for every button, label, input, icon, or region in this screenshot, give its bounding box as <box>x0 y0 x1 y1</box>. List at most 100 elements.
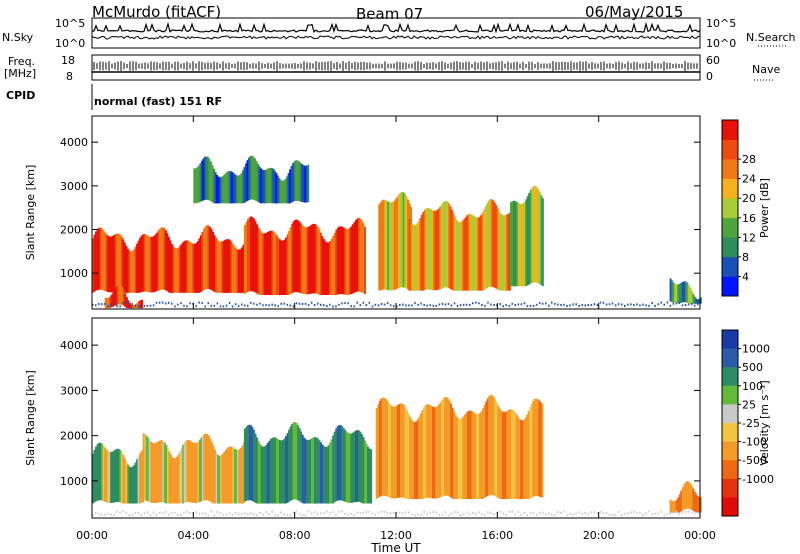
ground-scatter-dot <box>408 511 410 514</box>
data-cell <box>330 439 333 504</box>
data-cell <box>250 216 252 292</box>
ground-scatter-dot <box>237 513 240 516</box>
ground-scatter-dot <box>690 303 693 306</box>
data-cell <box>321 236 324 295</box>
data-cell <box>122 454 125 504</box>
ground-scatter-dot <box>693 512 696 515</box>
ground-scatter-dot <box>681 304 684 307</box>
data-cell <box>299 162 302 202</box>
ground-scatter-dot <box>119 511 121 514</box>
data-cell <box>186 240 189 293</box>
data-cell <box>448 203 451 289</box>
data-cell <box>480 215 482 291</box>
ground-scatter-dot <box>663 303 665 306</box>
data-cell <box>683 281 686 303</box>
data-cell <box>522 203 525 287</box>
ground-scatter-dot <box>152 511 155 514</box>
data-cell <box>422 407 425 499</box>
ground-scatter-dot <box>301 303 304 305</box>
data-cell <box>102 445 105 502</box>
data-cell <box>233 245 236 293</box>
ground-scatter-dot <box>523 302 526 305</box>
data-cell <box>339 226 342 294</box>
data-cell <box>266 169 269 204</box>
ground-scatter-dot <box>596 512 599 515</box>
data-cell <box>130 467 132 504</box>
data-cell <box>244 225 246 294</box>
ground-scatter-dot <box>113 513 115 516</box>
ground-scatter-dot <box>462 513 465 516</box>
freq-strip-frame <box>91 54 701 81</box>
ground-scatter-dot <box>648 510 650 513</box>
ground-scatter-dot <box>414 514 416 517</box>
data-cell <box>382 199 385 290</box>
data-cell <box>116 448 119 502</box>
data-cell <box>228 239 231 293</box>
data-cell <box>223 452 226 504</box>
ground-scatter-dot <box>317 302 319 305</box>
data-cell <box>367 446 369 504</box>
data-cell <box>172 246 175 293</box>
ground-scatter-dot <box>158 511 161 514</box>
data-cell <box>509 212 511 291</box>
ground-scatter-dot <box>165 302 167 305</box>
data-cell <box>415 421 418 499</box>
ground-scatter-dot <box>292 511 295 514</box>
data-cell <box>690 290 693 304</box>
data-cell <box>678 494 681 513</box>
data-cell <box>336 426 339 501</box>
data-cell <box>132 305 134 309</box>
data-cell <box>155 232 158 292</box>
colorbar-swatch <box>722 330 738 349</box>
ground-scatter-dot <box>697 512 699 514</box>
data-cell <box>150 441 153 503</box>
ground-scatter-dot <box>289 304 292 307</box>
data-cell <box>440 204 443 289</box>
ground-scatter-dot <box>578 305 580 307</box>
ground-scatter-dot <box>298 302 301 305</box>
ground-scatter-dot <box>393 512 395 515</box>
ground-scatter-dot <box>465 303 468 306</box>
data-cell <box>351 224 354 294</box>
data-cell <box>402 192 405 288</box>
data-cell <box>511 409 513 499</box>
ground-scatter-dot <box>119 305 121 308</box>
data-cell <box>98 227 100 290</box>
data-cell <box>459 418 462 499</box>
ground-scatter-dot <box>152 304 155 307</box>
ground-scatter-dot <box>529 304 532 307</box>
ground-scatter-dot <box>335 513 337 516</box>
ground-scatter-dot <box>180 513 182 516</box>
data-cell <box>137 456 140 504</box>
y-tick-label: 4000 <box>60 339 88 352</box>
data-cell <box>478 216 481 291</box>
data-cell <box>257 227 260 295</box>
data-cell <box>681 281 684 303</box>
data-cell <box>255 161 258 202</box>
data-cell <box>237 249 240 293</box>
colorbar-swatch <box>722 404 738 424</box>
data-cell <box>677 284 680 304</box>
data-cell <box>99 227 102 290</box>
data-cell <box>469 214 472 291</box>
data-cell <box>345 431 348 503</box>
data-cell <box>186 440 189 503</box>
data-cell <box>477 414 480 499</box>
ground-scatter-dot <box>158 301 161 304</box>
data-cell <box>674 500 677 513</box>
data-cell <box>413 422 416 499</box>
data-cell <box>130 304 133 309</box>
ground-scatter-dot <box>310 301 313 304</box>
cpid-label: CPID <box>6 89 36 102</box>
data-cell <box>304 227 307 295</box>
data-cell <box>163 442 166 503</box>
data-cell <box>272 437 275 504</box>
data-cell <box>518 418 521 499</box>
data-cell <box>206 434 209 501</box>
ground-scatter-dot <box>101 513 103 516</box>
data-cell <box>139 300 142 309</box>
data-cell <box>305 165 308 203</box>
data-cell <box>197 165 200 203</box>
data-cell <box>674 283 677 303</box>
